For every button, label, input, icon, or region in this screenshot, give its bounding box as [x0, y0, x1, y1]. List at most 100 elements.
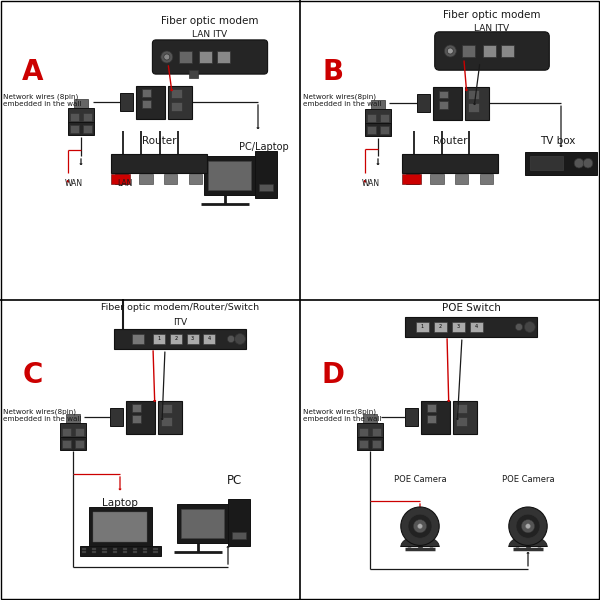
Bar [132, 415, 141, 423]
Circle shape [408, 514, 432, 538]
Text: Fiber optic modem: Fiber optic modem [443, 10, 541, 20]
Bar [380, 114, 389, 122]
FancyBboxPatch shape [434, 32, 550, 70]
Bar [89, 507, 151, 546]
Bar [177, 504, 228, 543]
Bar [143, 548, 148, 550]
Bar [427, 415, 436, 423]
Bar [380, 126, 389, 134]
Bar [164, 174, 178, 184]
Bar [427, 404, 436, 412]
Bar [359, 428, 368, 436]
Bar [228, 499, 250, 546]
Text: C: C [23, 361, 43, 389]
Bar [470, 322, 483, 332]
Bar [103, 548, 107, 550]
Bar [126, 401, 155, 434]
Circle shape [444, 45, 456, 57]
Bar [68, 122, 94, 135]
Bar [70, 125, 79, 133]
Bar [70, 113, 79, 121]
Bar [462, 45, 475, 57]
Text: LAN ITV: LAN ITV [475, 25, 509, 34]
Bar [468, 90, 479, 99]
Bar [433, 87, 462, 120]
Bar [530, 156, 563, 170]
Text: LAN: LAN [117, 179, 133, 187]
Text: A: A [22, 58, 44, 86]
Bar [405, 317, 537, 337]
Bar [367, 126, 376, 134]
Text: PC/Laptop: PC/Laptop [239, 142, 289, 152]
Bar [371, 100, 385, 110]
Bar [92, 551, 96, 553]
Bar [110, 408, 123, 426]
Bar [189, 70, 198, 77]
Bar [103, 551, 107, 553]
Bar [153, 334, 165, 344]
Bar [405, 408, 418, 426]
Bar [365, 123, 391, 136]
Text: 3: 3 [457, 325, 460, 329]
Bar [123, 548, 127, 550]
Bar [430, 174, 443, 184]
Bar [133, 551, 137, 553]
Bar [111, 154, 207, 173]
Bar [113, 551, 116, 553]
Bar [232, 532, 246, 539]
Bar [62, 440, 71, 448]
Bar [465, 87, 489, 120]
Bar [255, 151, 277, 198]
Bar [203, 334, 215, 344]
Text: 4: 4 [208, 337, 211, 341]
Bar [154, 548, 158, 550]
Text: B: B [322, 58, 344, 86]
Bar [132, 334, 144, 344]
Text: POE Switch: POE Switch [442, 303, 500, 313]
Bar [453, 401, 477, 434]
Bar [480, 174, 493, 184]
Text: Router: Router [142, 136, 176, 146]
Bar [372, 440, 381, 448]
Bar [132, 404, 141, 412]
Circle shape [516, 514, 540, 538]
Circle shape [447, 48, 454, 54]
Bar [136, 86, 165, 119]
Bar [439, 101, 448, 109]
Polygon shape [401, 536, 439, 547]
Bar [421, 401, 450, 434]
Text: Network wires (8pin)
embedded in the wall: Network wires (8pin) embedded in the wal… [3, 94, 82, 107]
Text: PC: PC [226, 473, 242, 487]
Circle shape [574, 158, 584, 168]
Bar [259, 184, 273, 191]
Text: Router: Router [433, 136, 467, 146]
Text: 4: 4 [475, 325, 478, 329]
Bar [406, 174, 419, 184]
Polygon shape [509, 536, 547, 547]
Bar [367, 114, 376, 122]
Bar [359, 440, 368, 448]
Bar [79, 546, 161, 556]
Circle shape [526, 524, 530, 529]
Circle shape [164, 54, 170, 60]
Bar [113, 548, 116, 550]
Bar [357, 437, 383, 450]
Bar [161, 404, 172, 413]
Bar [60, 437, 86, 450]
Bar [115, 174, 128, 184]
Bar [168, 86, 192, 119]
Bar [66, 414, 80, 424]
Bar [83, 125, 92, 133]
Bar [170, 334, 182, 344]
Text: Network wires(8pin)
embedded in the wall: Network wires(8pin) embedded in the wall [303, 409, 382, 422]
Circle shape [227, 335, 235, 343]
Bar [83, 113, 92, 121]
Bar [171, 89, 182, 98]
Bar [418, 541, 422, 547]
Bar [74, 99, 88, 109]
Text: Laptop: Laptop [102, 498, 138, 508]
Bar [111, 174, 130, 184]
Circle shape [418, 524, 422, 529]
Bar [372, 428, 381, 436]
Bar [456, 404, 467, 413]
